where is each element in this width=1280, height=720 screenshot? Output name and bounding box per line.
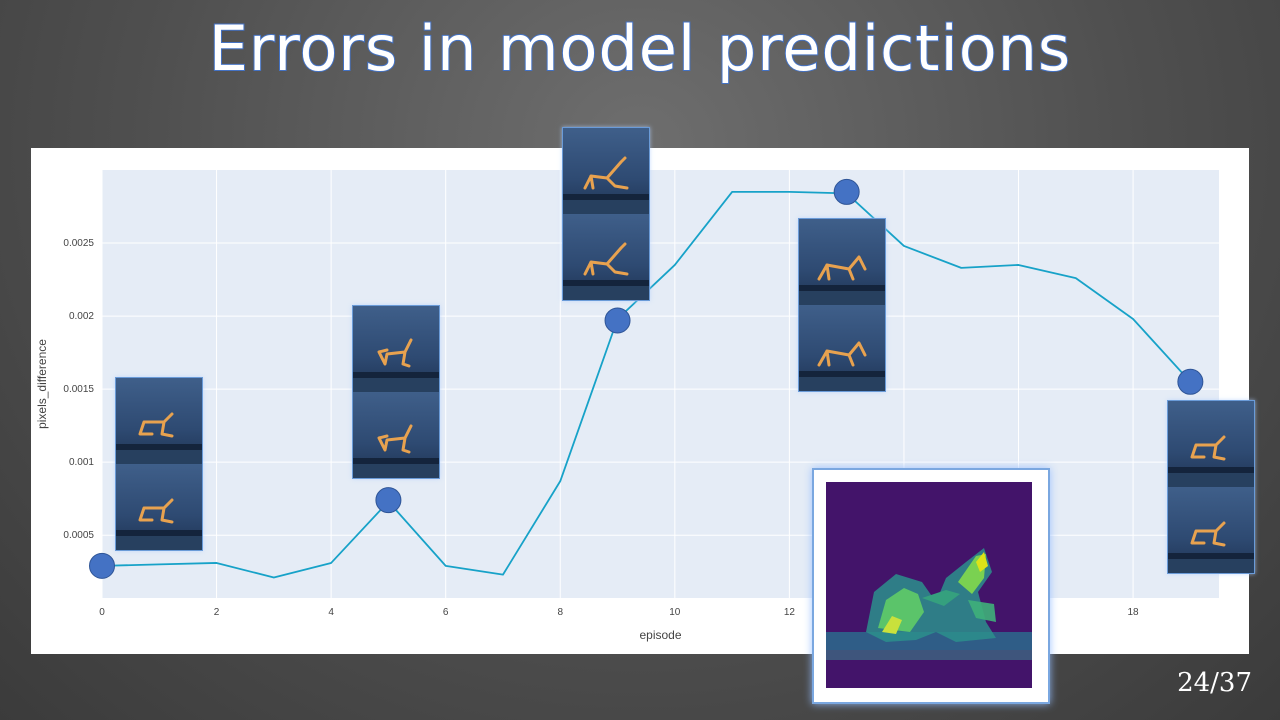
simulation-frame [1168,401,1254,487]
x-tick-label: 12 [784,607,796,618]
x-tick-label: 2 [214,607,220,618]
page-number: 24/37 [1177,668,1252,698]
x-tick-label: 6 [443,607,449,618]
y-tick-label: 0.001 [69,457,94,468]
frame-episode-0 [115,377,203,551]
x-tick-label: 4 [328,607,334,618]
simulation-frame [116,464,202,550]
simulation-frame [799,305,885,391]
simulation-frame [116,378,202,464]
x-tick-label: 18 [1128,607,1140,618]
highlight-point [833,178,860,205]
plot-area [102,170,1219,598]
y-tick-label: 0.0025 [63,238,94,249]
simulation-frame [563,128,649,214]
simulation-frame [353,306,439,392]
error-heatmap-image [826,482,1032,688]
x-tick-label: 0 [99,607,105,618]
highlight-point [89,552,115,579]
frame-episode-5 [352,305,440,479]
y-axis-title: pixels_difference [35,339,49,429]
x-tick-label: 8 [557,607,563,618]
error-heatmap [812,468,1050,704]
x-tick-label: 10 [669,607,681,618]
simulation-frame [563,214,649,300]
simulation-frame [353,392,439,478]
slide-title: Errors in model predictions [208,11,1072,86]
y-tick-label: 0.0015 [63,384,94,395]
y-tick-label: 0.002 [69,311,94,322]
frame-episode-19 [1167,400,1255,574]
frame-episode-13 [798,218,886,392]
simulation-frame [799,219,885,305]
simulation-frame [1168,487,1254,573]
highlight-point [604,307,631,334]
highlight-point [1177,368,1204,395]
frame-episode-9 [562,127,650,301]
highlight-point [375,487,402,514]
y-tick-label: 0.0005 [63,530,94,541]
x-axis-title: episode [639,628,681,642]
